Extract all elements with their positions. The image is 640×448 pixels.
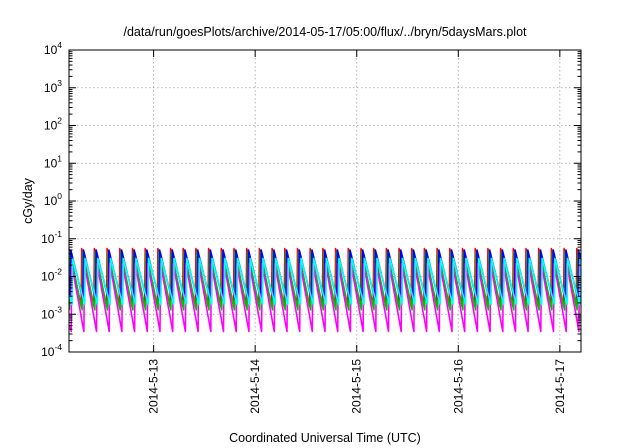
y-tick-label: 102 xyxy=(44,116,62,133)
plot-series xyxy=(68,247,582,333)
x-tick-label: 2014-5-14 xyxy=(248,359,262,414)
y-axis-label: cGy/day xyxy=(21,177,35,224)
y-tick-label: 10-1 xyxy=(41,229,62,246)
x-tick-label: 2014-5-16 xyxy=(451,359,465,414)
y-tick-label: 100 xyxy=(44,191,62,208)
y-tick-label: 10-3 xyxy=(41,304,62,321)
y-tick-label: 104 xyxy=(44,40,62,57)
x-tick-label: 2014-5-13 xyxy=(147,359,161,414)
y-tick-label: 10-4 xyxy=(41,342,62,359)
y-tick-label: 103 xyxy=(44,78,62,95)
y-tick-label: 101 xyxy=(44,153,62,170)
series-line xyxy=(68,257,582,306)
chart-title: /data/run/goesPlots/archive/2014-05-17/0… xyxy=(123,25,527,39)
x-axis-label: Coordinated Universal Time (UTC) xyxy=(229,431,421,445)
x-tick-label: 2014-5-15 xyxy=(350,359,364,414)
x-tick-label: 2014-5-17 xyxy=(553,359,567,414)
y-axis: 10-4 10-3 10-2 10-1 100 101 102 103 104 xyxy=(41,40,581,359)
x-axis: 2014-5-13 2014-5-14 2014-5-15 2014-5-16 2014… xyxy=(147,50,567,414)
y-tick-label: 10-2 xyxy=(41,267,62,284)
